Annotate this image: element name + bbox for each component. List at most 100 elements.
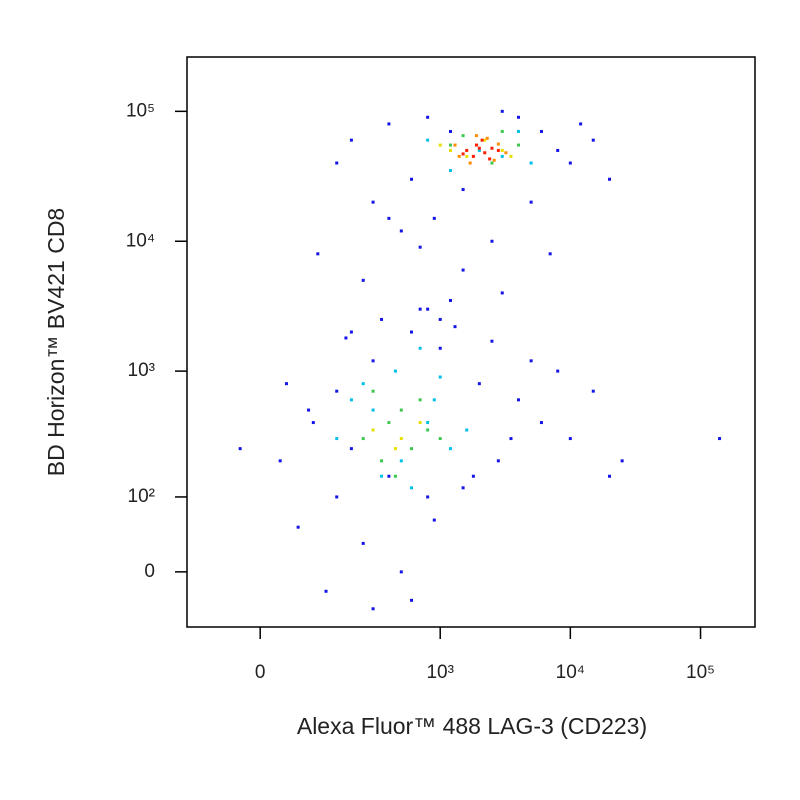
point bbox=[448, 148, 452, 152]
y-tick-label: 10⁴ bbox=[126, 230, 155, 251]
point bbox=[490, 161, 494, 165]
point bbox=[361, 382, 365, 386]
point bbox=[490, 339, 494, 343]
point bbox=[461, 268, 465, 272]
point bbox=[410, 177, 414, 181]
point bbox=[316, 252, 320, 256]
point bbox=[380, 317, 384, 321]
point bbox=[461, 152, 465, 156]
point bbox=[418, 398, 422, 402]
point bbox=[461, 188, 465, 192]
point bbox=[399, 570, 403, 574]
x-tick-label: 0 bbox=[255, 662, 266, 683]
point bbox=[438, 317, 442, 321]
point bbox=[399, 229, 403, 233]
point bbox=[344, 336, 348, 340]
point bbox=[517, 115, 521, 119]
point bbox=[492, 158, 496, 162]
point bbox=[465, 154, 469, 158]
point bbox=[418, 421, 422, 425]
point bbox=[335, 495, 339, 499]
point bbox=[461, 134, 465, 138]
point bbox=[307, 408, 311, 412]
point bbox=[387, 216, 391, 220]
point bbox=[349, 398, 353, 402]
point bbox=[296, 525, 300, 529]
point bbox=[477, 148, 481, 152]
point bbox=[483, 151, 487, 155]
point bbox=[480, 138, 484, 142]
point bbox=[335, 161, 339, 165]
point bbox=[432, 216, 436, 220]
point bbox=[529, 200, 533, 204]
point bbox=[457, 154, 461, 158]
point bbox=[410, 486, 414, 490]
point bbox=[490, 146, 494, 150]
point bbox=[448, 447, 452, 451]
point bbox=[426, 138, 430, 142]
point bbox=[426, 428, 430, 432]
point bbox=[477, 146, 481, 150]
point bbox=[718, 437, 722, 441]
point bbox=[453, 325, 457, 329]
point bbox=[393, 474, 397, 478]
point bbox=[426, 495, 430, 499]
point bbox=[539, 421, 543, 425]
point bbox=[361, 278, 365, 282]
point bbox=[488, 157, 492, 161]
point bbox=[539, 129, 543, 133]
point bbox=[468, 161, 472, 165]
point bbox=[371, 408, 375, 412]
point bbox=[349, 330, 353, 334]
point bbox=[474, 134, 478, 138]
point bbox=[349, 138, 353, 142]
point bbox=[496, 148, 500, 152]
point bbox=[418, 307, 422, 311]
point bbox=[361, 437, 365, 441]
point bbox=[500, 154, 504, 158]
point bbox=[477, 382, 481, 386]
point bbox=[380, 459, 384, 463]
point bbox=[608, 177, 612, 181]
point bbox=[284, 382, 288, 386]
point bbox=[453, 143, 457, 147]
x-axis-label: Alexa Fluor™ 488 LAG-3 (CD223) bbox=[297, 713, 647, 739]
point bbox=[432, 518, 436, 522]
point bbox=[438, 346, 442, 350]
point bbox=[426, 115, 430, 119]
point bbox=[517, 143, 521, 147]
y-tick-label: 0 bbox=[144, 561, 155, 582]
point bbox=[387, 474, 391, 478]
point bbox=[485, 136, 489, 140]
point bbox=[556, 148, 560, 152]
point bbox=[387, 122, 391, 126]
point bbox=[490, 239, 494, 243]
point bbox=[393, 369, 397, 373]
point bbox=[335, 389, 339, 393]
y-tick-label: 10⁵ bbox=[126, 100, 155, 121]
point bbox=[335, 437, 339, 441]
point bbox=[608, 474, 612, 478]
point bbox=[620, 459, 624, 463]
point bbox=[548, 252, 552, 256]
point bbox=[410, 447, 414, 451]
point bbox=[448, 143, 452, 147]
point bbox=[448, 129, 452, 133]
point bbox=[517, 129, 521, 133]
point bbox=[410, 598, 414, 602]
point bbox=[448, 169, 452, 173]
point bbox=[371, 200, 375, 204]
point bbox=[591, 138, 595, 142]
point bbox=[556, 369, 560, 373]
point bbox=[591, 389, 595, 393]
point bbox=[496, 459, 500, 463]
point bbox=[418, 346, 422, 350]
point bbox=[568, 161, 572, 165]
point bbox=[278, 459, 282, 463]
point bbox=[500, 129, 504, 133]
point bbox=[471, 154, 475, 158]
point bbox=[324, 589, 328, 593]
point bbox=[461, 486, 465, 490]
point bbox=[418, 245, 422, 249]
